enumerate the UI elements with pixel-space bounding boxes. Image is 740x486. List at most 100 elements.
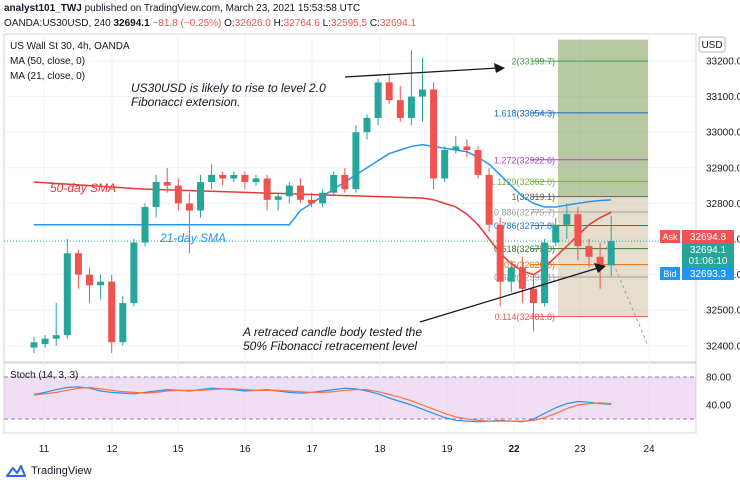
time-tick-label: 24 — [643, 444, 655, 455]
candle-body — [441, 150, 449, 179]
candle-body — [374, 82, 382, 118]
candle-body — [463, 146, 471, 150]
candle-body — [285, 185, 293, 197]
ask-tag — [660, 230, 680, 243]
candle-body — [552, 224, 560, 243]
legend-ma50[interactable]: MA (50, close, 0) — [10, 56, 85, 67]
time-tick-label: 15 — [172, 444, 184, 455]
candle-body — [86, 274, 93, 286]
candle-body — [163, 182, 171, 186]
ask-price-box — [682, 230, 734, 243]
stoch-band — [4, 377, 696, 419]
low-label: L: — [322, 18, 331, 29]
candle-body — [496, 224, 504, 282]
candle-body — [63, 253, 71, 336]
fib-level-label: 1.618(33054.3) — [494, 108, 555, 118]
fib-level-label: 0.886(32775.7) — [494, 208, 555, 218]
time-tick-label: 18 — [374, 444, 386, 455]
annotation-arrowhead-2 — [594, 263, 606, 273]
annotation-text-1b: Fibonacci extension. — [131, 95, 240, 109]
candle-body — [296, 185, 304, 200]
time-tick-label: 19 — [441, 444, 453, 455]
currency-label: USD — [701, 40, 722, 51]
annotation-arrowhead-1 — [494, 63, 505, 73]
price-tick-label: 33000.0 — [706, 128, 740, 139]
ma50-label: 50-day SMA — [50, 181, 116, 195]
stoch-tick-label: 40.00 — [706, 401, 731, 412]
candle-body — [430, 89, 438, 179]
ma21-label: 21-day SMA — [159, 231, 226, 245]
candle-body — [52, 335, 60, 339]
candle-body — [563, 214, 571, 225]
legend: US Wall St 30, 4h, OANDA MA (50, close, … — [10, 41, 130, 381]
candle-body — [485, 174, 493, 225]
candle-body — [330, 174, 338, 193]
candle-body — [341, 174, 349, 190]
open-value: 32626.0 — [234, 18, 271, 29]
chart-area[interactable]: 0.114(32481.8)0.382(32593.1)0.5(32628.0)… — [0, 32, 740, 462]
fib-level-label: 0.786(32737.8) — [494, 221, 555, 231]
time-tick-label: 11 — [39, 444, 50, 455]
author-name[interactable]: analyst101_TWJ — [4, 3, 82, 14]
time-tick-label: 22 — [508, 444, 520, 455]
price-axis[interactable]: USD 33200.0 33100.0 33000.0 32900.0 32800.0 3… — [698, 36, 740, 412]
ask-tag-label: Ask — [662, 232, 678, 242]
symbol-label: OANDA:US30USD, 240 — [4, 18, 111, 29]
fib-level-label: 2(33199.7) — [511, 57, 555, 67]
candle-body — [108, 281, 116, 343]
fib-level-label: 1.1129(32862.0) — [490, 177, 555, 187]
time-tick-label: 16 — [239, 444, 251, 455]
last-price: 32694.1 — [113, 18, 150, 29]
tradingview-logo-icon — [6, 465, 26, 477]
candle-body — [385, 82, 393, 101]
legend-ma21[interactable]: MA (21, close, 0) — [10, 71, 85, 82]
currency-badge[interactable] — [698, 36, 726, 53]
annotation-arrow-1 — [344, 67, 499, 78]
fib-level-label: 0.5(32628.0) — [504, 260, 555, 270]
fib-level-label: 1.272(32922.6) — [494, 155, 555, 165]
candle-body — [141, 206, 149, 243]
publisher-line: analyst101_TWJ published on TradingView.… — [4, 3, 360, 14]
candle-body — [219, 174, 227, 179]
annotation-text-2a: A retraced candle body tested the — [242, 325, 422, 339]
candle-body — [97, 281, 105, 286]
candle-body — [119, 303, 127, 343]
candle-body — [541, 242, 549, 304]
candle-body — [407, 96, 415, 118]
bid-price-box — [682, 267, 734, 280]
close-value: 32694.1 — [379, 18, 417, 29]
price-tick-label: 32500.0 — [706, 306, 740, 317]
candle-body — [185, 203, 193, 211]
footer-brand[interactable]: TradingView — [31, 465, 92, 477]
legend-title: US Wall St 30, 4h, OANDA — [10, 41, 130, 52]
candle-body — [507, 267, 515, 282]
candle-body — [152, 182, 160, 207]
time-axis[interactable]: 11 12 15 16 17 18 19 22 23 24 — [39, 444, 655, 455]
time-tick-label: 23 — [574, 444, 586, 455]
annotation-arrow-2 — [419, 267, 599, 323]
ohlc-line: OANDA:US30USD, 240 32694.1 −81.8 (−0.25%… — [4, 18, 416, 29]
candle-body — [30, 342, 38, 348]
fib-level-label: 0.114(32481.8) — [495, 312, 555, 322]
open-label: O: — [224, 18, 235, 29]
candle-body — [319, 192, 327, 204]
candle-body — [419, 89, 426, 97]
candle-body — [74, 253, 82, 275]
close-label: C: — [369, 18, 380, 29]
fibonacci-tool[interactable]: 0.114(32481.8)0.382(32593.1)0.5(32628.0)… — [4, 39, 696, 346]
price-tick-label: 33200.0 — [706, 57, 740, 68]
candle-body — [352, 132, 360, 190]
current-price-box — [682, 243, 734, 267]
candle-body — [174, 185, 182, 204]
bid-tag-label: Bid — [663, 269, 676, 279]
candle-body — [585, 246, 593, 257]
candle-body — [230, 174, 238, 179]
candle-body — [252, 178, 260, 183]
high-value: 32764.6 — [283, 18, 320, 29]
bid-price: 32693.3 — [690, 269, 727, 280]
candle-body — [474, 150, 482, 175]
candle-body — [41, 338, 49, 345]
candle-body — [530, 288, 537, 304]
legend-stoch[interactable]: Stoch (14, 3, 3) — [10, 370, 78, 381]
fib-level-label: 1(32819.1) — [511, 192, 555, 202]
